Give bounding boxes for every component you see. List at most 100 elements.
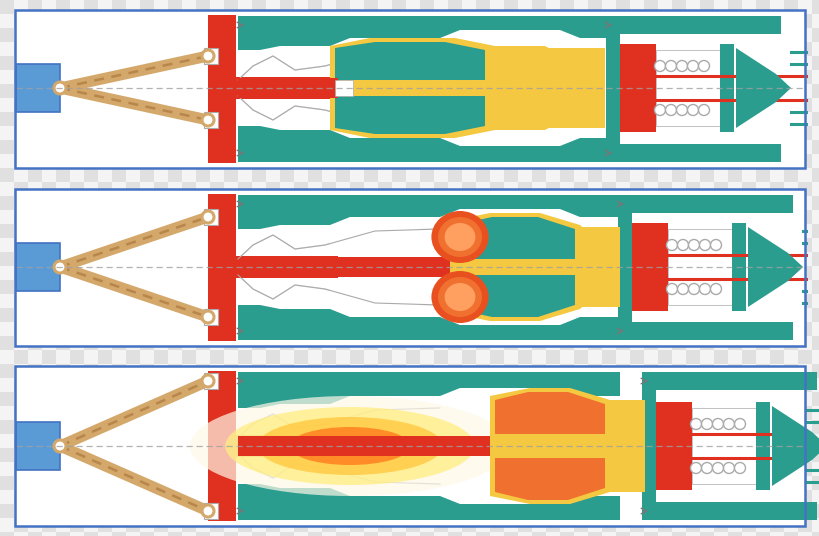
Bar: [643, 448, 657, 462]
Bar: [419, 504, 433, 518]
Bar: [797, 224, 811, 238]
Bar: [56, 518, 70, 532]
Bar: [615, 56, 629, 70]
Bar: [532, 280, 545, 294]
Bar: [70, 42, 84, 56]
Bar: [811, 476, 819, 490]
Bar: [251, 350, 265, 364]
Bar: [251, 322, 265, 336]
Bar: [308, 42, 322, 56]
Bar: [433, 476, 447, 490]
Bar: [699, 420, 713, 434]
Bar: [461, 266, 475, 280]
Bar: [14, 210, 28, 224]
Bar: [294, 28, 308, 42]
Bar: [699, 154, 713, 168]
Bar: [112, 70, 126, 84]
Bar: [182, 14, 196, 28]
Bar: [699, 504, 713, 518]
Bar: [545, 196, 559, 210]
Bar: [686, 182, 699, 196]
Bar: [308, 420, 322, 434]
Bar: [797, 462, 811, 476]
Bar: [279, 336, 294, 350]
Bar: [490, 280, 504, 294]
Bar: [713, 448, 727, 462]
Bar: [615, 504, 629, 518]
Bar: [265, 56, 279, 70]
Bar: [182, 84, 196, 98]
Bar: [419, 490, 433, 504]
Bar: [210, 196, 224, 210]
Bar: [279, 154, 294, 168]
Bar: [378, 210, 391, 224]
Bar: [322, 126, 336, 140]
Bar: [518, 364, 532, 378]
Bar: [322, 406, 336, 420]
Bar: [475, 350, 490, 364]
Bar: [265, 336, 279, 350]
Bar: [797, 476, 811, 490]
Bar: [154, 336, 168, 350]
Bar: [699, 182, 713, 196]
Bar: [769, 434, 783, 448]
Bar: [699, 196, 713, 210]
Bar: [629, 504, 643, 518]
Bar: [559, 182, 573, 196]
Bar: [336, 462, 350, 476]
Bar: [251, 84, 265, 98]
Bar: [573, 238, 587, 252]
Bar: [587, 252, 601, 266]
Bar: [559, 420, 573, 434]
Bar: [112, 364, 126, 378]
Bar: [336, 378, 350, 392]
Bar: [210, 266, 224, 280]
Bar: [545, 112, 559, 126]
Bar: [265, 224, 279, 238]
Bar: [629, 98, 643, 112]
Bar: [615, 378, 629, 392]
Bar: [210, 56, 224, 70]
Bar: [699, 518, 713, 532]
Bar: [251, 364, 265, 378]
Bar: [112, 28, 126, 42]
Bar: [755, 308, 769, 322]
Bar: [308, 308, 322, 322]
Bar: [672, 56, 686, 70]
Bar: [126, 238, 140, 252]
Bar: [518, 420, 532, 434]
Bar: [609, 247, 619, 287]
Bar: [238, 532, 251, 536]
Bar: [182, 0, 196, 14]
Bar: [224, 252, 238, 266]
Bar: [587, 378, 601, 392]
Bar: [391, 336, 405, 350]
Bar: [154, 350, 168, 364]
Bar: [713, 168, 727, 182]
Bar: [629, 280, 643, 294]
Bar: [251, 140, 265, 154]
Bar: [518, 266, 532, 280]
Bar: [336, 140, 350, 154]
Bar: [294, 532, 308, 536]
Bar: [657, 224, 672, 238]
Bar: [672, 168, 686, 182]
Bar: [532, 252, 545, 266]
Bar: [84, 224, 98, 238]
Bar: [504, 434, 518, 448]
Bar: [783, 490, 797, 504]
Bar: [545, 504, 559, 518]
Bar: [419, 28, 433, 42]
Bar: [70, 154, 84, 168]
Bar: [797, 154, 811, 168]
Bar: [811, 70, 819, 84]
Bar: [811, 434, 819, 448]
Bar: [601, 140, 615, 154]
Bar: [140, 196, 154, 210]
Bar: [629, 224, 643, 238]
Bar: [168, 420, 182, 434]
Bar: [196, 448, 210, 462]
Bar: [238, 238, 251, 252]
Bar: [504, 308, 518, 322]
Bar: [461, 238, 475, 252]
